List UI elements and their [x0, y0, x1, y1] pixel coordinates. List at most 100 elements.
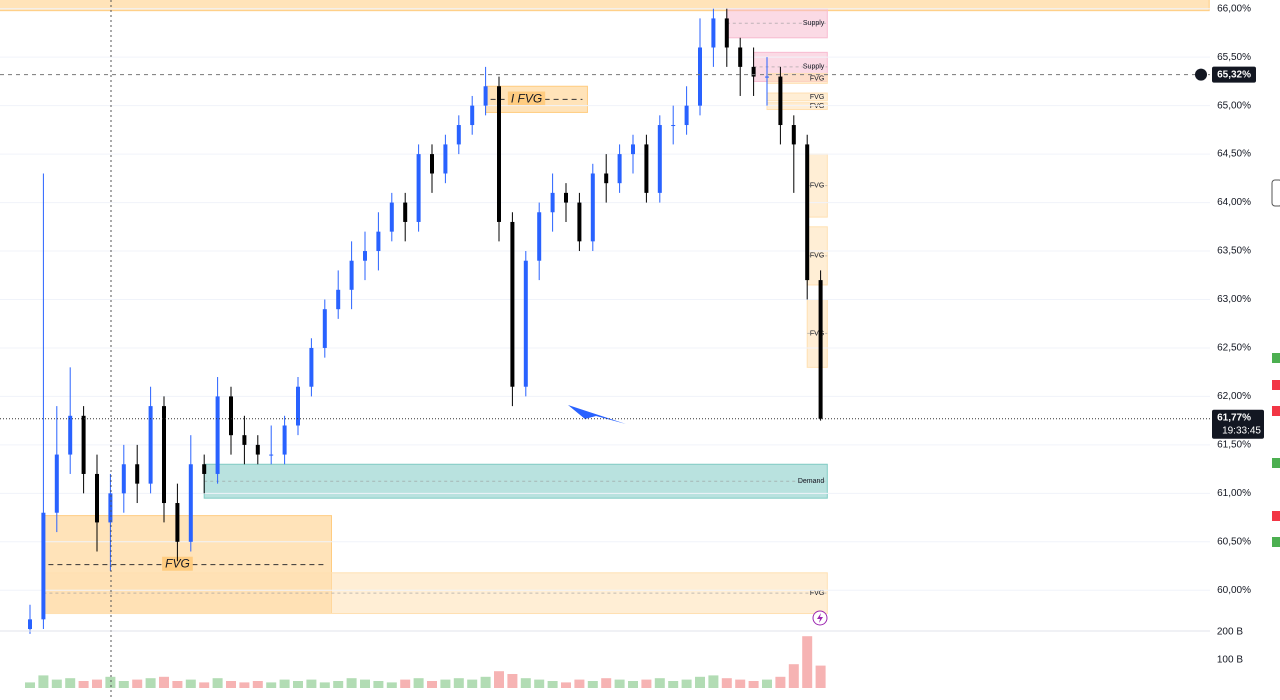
- volume-bar: [614, 679, 625, 688]
- zone-label-bg: [507, 91, 546, 106]
- volume-bar: [735, 679, 746, 688]
- volume-bar: [628, 681, 638, 688]
- candle-body: [443, 144, 448, 174]
- y-tick-label: 61,50%: [1217, 440, 1251, 451]
- candle-body: [805, 144, 810, 281]
- volume-bar: [802, 636, 813, 688]
- candle-body: [765, 76, 769, 78]
- candle-body: [510, 221, 515, 387]
- volume-bar: [346, 678, 357, 688]
- volume-bar: [815, 665, 826, 688]
- zone-label: I FVG: [511, 92, 542, 106]
- volume-bar: [748, 681, 759, 688]
- volume-bar: [386, 682, 397, 688]
- volume-bar: [440, 679, 451, 688]
- candle-body: [282, 425, 287, 455]
- candle-body: [550, 192, 555, 213]
- volume-bar: [507, 674, 518, 688]
- y-tick-label: 63,50%: [1217, 246, 1251, 257]
- volume-bar: [118, 681, 129, 688]
- volume-bar: [172, 681, 183, 688]
- y-tick-label: 62,00%: [1217, 391, 1251, 402]
- candle-body: [389, 202, 394, 232]
- volume-bar: [721, 678, 732, 688]
- volume-bar: [38, 675, 49, 688]
- volume-bar: [695, 676, 705, 688]
- candle-body: [363, 251, 367, 261]
- y-tick-label: 64,00%: [1217, 197, 1251, 208]
- last-price-label: 61,77%: [1217, 412, 1251, 423]
- candle-body: [617, 154, 622, 184]
- zones: Supply Supply FVG FVG FVG I FVG FVG FVG FVG Deman…: [0, 0, 1210, 615]
- candle-body: [202, 464, 207, 474]
- candle-body: [269, 454, 274, 456]
- candle-body: [497, 86, 501, 222]
- side-button[interactable]: [1271, 179, 1280, 207]
- volume-bar: [681, 679, 692, 688]
- volume-bar: [641, 679, 652, 688]
- candle-body: [188, 464, 193, 542]
- volume-bar: [574, 679, 585, 688]
- candle-body: [470, 105, 475, 126]
- candle-body: [68, 415, 73, 455]
- candle-body: [309, 347, 314, 387]
- zone-label: FVG: [810, 182, 824, 189]
- volume-bar: [25, 682, 35, 688]
- zone-label: FVG: [810, 253, 824, 260]
- y-tick-label: 63,00%: [1217, 294, 1251, 305]
- candle-body: [296, 386, 300, 426]
- volume-bar: [480, 676, 491, 688]
- y-tick-label: 61,00%: [1217, 488, 1251, 499]
- zone-label: Supply: [803, 20, 825, 27]
- volume-bar: [427, 681, 437, 688]
- volume-bar: [105, 676, 116, 688]
- candle-body: [349, 260, 354, 290]
- volume-bar: [306, 679, 317, 688]
- zone-label: FVG: [810, 330, 824, 337]
- marker-plus[interactable]: [1195, 68, 1207, 81]
- candle-body: [430, 154, 434, 174]
- candle-body: [403, 202, 408, 222]
- zone-label: FVG: [165, 557, 190, 571]
- side-dot: [1272, 353, 1280, 363]
- volume-bar: [494, 671, 504, 688]
- candle-body: [121, 464, 126, 494]
- marker-label: 65,32%: [1217, 69, 1251, 80]
- candle-body: [322, 309, 327, 348]
- volume-bar: [78, 681, 89, 688]
- candle-body: [95, 473, 99, 523]
- volume-bar: [65, 678, 76, 688]
- candle-body: [456, 125, 461, 145]
- side-dot: [1272, 406, 1280, 416]
- candle-body: [644, 144, 649, 193]
- volume-bar: [293, 681, 303, 688]
- side-dot: [1272, 380, 1280, 390]
- zone-label-bg: [162, 556, 193, 571]
- volume-bar: [400, 679, 411, 688]
- zone-label: FVG: [810, 590, 824, 597]
- last-price-tag: [1212, 409, 1264, 439]
- candle-body: [751, 66, 756, 77]
- grid: [0, 8, 1210, 591]
- zone-label: Demand: [798, 478, 825, 485]
- volume-bar: [159, 676, 169, 688]
- y-tick-label: 60,00%: [1217, 585, 1251, 596]
- flash-glyph: [817, 613, 823, 623]
- volume-bar: [279, 679, 290, 688]
- volume-bar: [252, 681, 263, 688]
- volume-bar: [413, 678, 424, 688]
- y-tick-label: 65,00%: [1217, 100, 1251, 111]
- candle-body: [54, 454, 59, 513]
- zone-label: FVG: [810, 75, 824, 82]
- candle-body: [590, 173, 595, 242]
- candle-body: [523, 260, 528, 387]
- volume-bar: [587, 681, 598, 688]
- volume-bar: [360, 679, 370, 688]
- y-tick-label: 66,00%: [1217, 3, 1251, 14]
- y-tick-label: 64,50%: [1217, 149, 1251, 160]
- candle-body: [41, 512, 46, 620]
- volume-bar: [51, 679, 62, 688]
- volume-tick-label: 100 B: [1217, 655, 1243, 666]
- candle-body: [738, 47, 743, 67]
